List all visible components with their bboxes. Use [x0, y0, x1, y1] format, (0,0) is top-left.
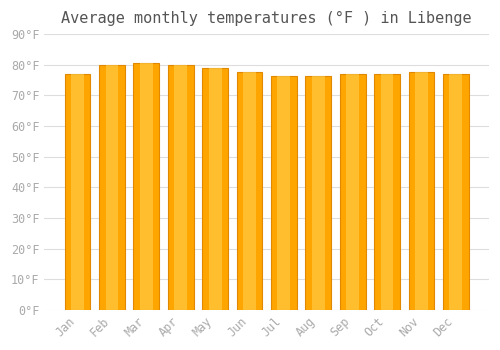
Bar: [174, 65, 187, 310]
Bar: [450, 74, 462, 310]
Bar: [415, 72, 428, 310]
Bar: [271, 76, 297, 310]
Bar: [278, 76, 290, 310]
Bar: [140, 63, 153, 310]
Bar: [208, 68, 222, 310]
Bar: [236, 72, 262, 310]
Bar: [99, 65, 125, 310]
Bar: [202, 68, 228, 310]
Title: Average monthly temperatures (°F ) in Libenge: Average monthly temperatures (°F ) in Li…: [62, 11, 472, 26]
Bar: [443, 74, 468, 310]
Bar: [408, 72, 434, 310]
Bar: [306, 76, 331, 310]
Bar: [243, 72, 256, 310]
Bar: [312, 76, 324, 310]
Bar: [346, 74, 359, 310]
Bar: [64, 74, 90, 310]
Bar: [106, 65, 118, 310]
Bar: [380, 74, 394, 310]
Bar: [71, 74, 84, 310]
Bar: [374, 74, 400, 310]
Bar: [168, 65, 194, 310]
Bar: [340, 74, 365, 310]
Bar: [134, 63, 159, 310]
